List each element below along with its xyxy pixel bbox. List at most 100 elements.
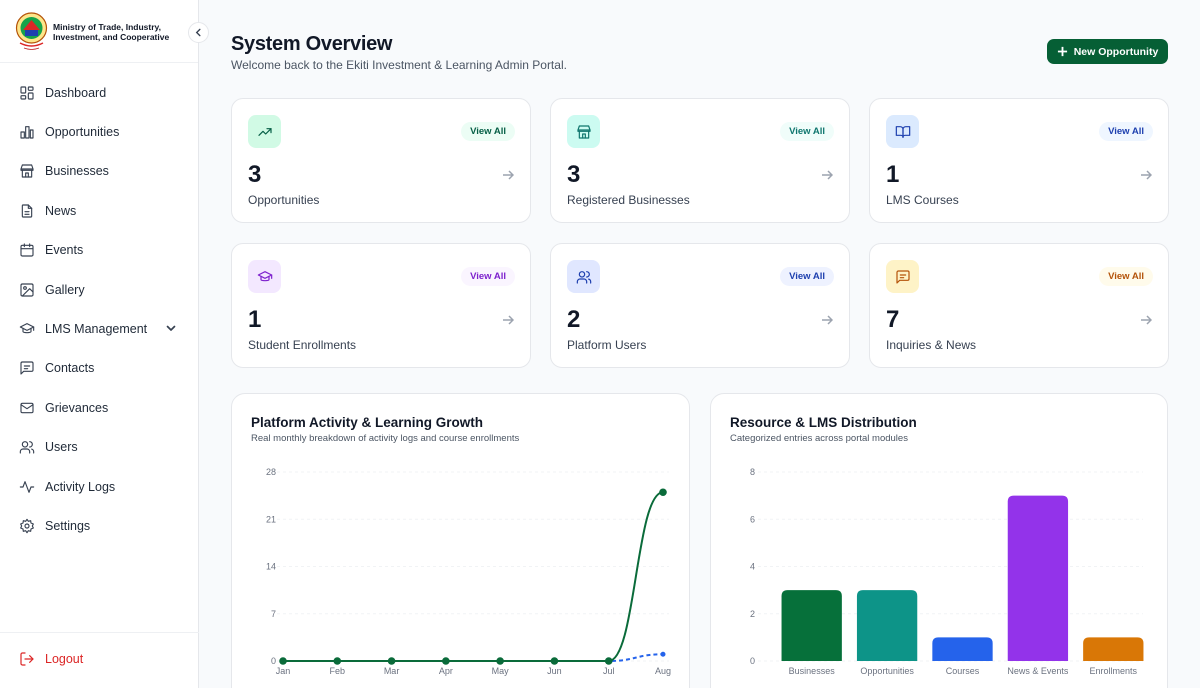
data-point xyxy=(442,657,450,665)
arrow-right-icon xyxy=(1141,170,1152,180)
sidebar-item-events[interactable]: Events xyxy=(0,231,199,270)
chart-title: Platform Activity & Learning Growth xyxy=(251,415,484,430)
stat-value: 2 xyxy=(567,306,581,333)
data-point xyxy=(550,657,559,665)
arrow-right-icon xyxy=(822,170,833,180)
stat-value: 7 xyxy=(886,306,900,333)
y-tick-label: 8 xyxy=(750,467,755,477)
chart-subtitle: Real monthly breakdown of activity logs … xyxy=(251,433,520,444)
sidebar-nav: Dashboard Opportunities Businesses News … xyxy=(0,73,199,546)
trend-up-icon xyxy=(257,127,272,136)
sidebar-item-news[interactable]: News xyxy=(0,191,199,230)
bar-chart-icon xyxy=(20,126,34,139)
stat-value: 3 xyxy=(567,161,581,188)
sidebar-item-opportunities[interactable]: Opportunities xyxy=(0,112,199,151)
graduation-cap-icon xyxy=(19,323,35,334)
sidebar-item-label: Activity Logs xyxy=(45,479,116,494)
logout-label: Logout xyxy=(45,652,84,666)
new-opportunity-button[interactable]: New Opportunity xyxy=(1047,39,1168,64)
logout-icon xyxy=(20,652,34,666)
sidebar-item-contacts[interactable]: Contacts xyxy=(0,349,199,388)
graduation-cap-icon xyxy=(257,270,272,281)
x-tick-label: Courses xyxy=(946,666,980,676)
sidebar-item-label: Users xyxy=(45,440,78,455)
y-tick-label: 6 xyxy=(750,514,755,524)
page-title: System Overview xyxy=(231,33,393,55)
sidebar-item-settings[interactable]: Settings xyxy=(0,506,199,545)
plus-icon xyxy=(1057,46,1067,57)
data-point xyxy=(279,657,287,665)
arrow-right-icon xyxy=(822,315,833,325)
stat-value: 1 xyxy=(886,161,900,188)
view-all-link[interactable]: View All xyxy=(1099,122,1153,141)
mail-icon xyxy=(20,402,34,414)
bar xyxy=(1007,495,1069,661)
chart-subtitle: Categorized entries across portal module… xyxy=(730,433,908,444)
sidebar-item-lms-management[interactable]: LMS Management xyxy=(0,309,199,348)
sidebar-item-businesses[interactable]: Businesses xyxy=(0,152,199,191)
stat-label: Registered Businesses xyxy=(567,193,690,207)
sidebar-item-label: Businesses xyxy=(45,164,109,179)
y-tick-label: 0 xyxy=(750,656,755,666)
document-icon xyxy=(21,204,33,218)
arrow-right-icon xyxy=(503,315,514,325)
store-icon xyxy=(20,164,34,179)
y-tick-label: 21 xyxy=(266,514,276,524)
users-icon xyxy=(576,270,591,284)
sidebar-item-dashboard[interactable]: Dashboard xyxy=(0,73,199,112)
stat-icon-wrap xyxy=(248,115,281,148)
sidebar-item-gallery[interactable]: Gallery xyxy=(0,270,199,309)
bar xyxy=(1083,637,1144,661)
y-tick-label: 28 xyxy=(266,467,276,477)
stat-label: LMS Courses xyxy=(886,193,959,207)
x-tick-label: Aug xyxy=(655,666,671,676)
ministry-logo-icon xyxy=(15,12,48,50)
x-tick-label: Enrollments xyxy=(1090,666,1138,676)
stat-icon-wrap xyxy=(248,260,281,293)
x-tick-label: Businesses xyxy=(789,666,836,676)
x-tick-label: Feb xyxy=(330,666,346,676)
view-all-link[interactable]: View All xyxy=(461,122,515,141)
stat-icon-wrap xyxy=(567,115,600,148)
logout-button[interactable]: Logout xyxy=(19,651,83,667)
stat-label: Inquiries & News xyxy=(886,338,977,352)
data-point xyxy=(659,488,667,497)
activity-line-chart: 0 7 14 21 28 Jan Feb Mar Apr May Jun Jul Aug xyxy=(266,467,671,676)
x-tick-label: Apr xyxy=(439,666,453,676)
sidebar-item-label: Grievances xyxy=(45,400,109,415)
users-icon xyxy=(19,441,35,454)
sidebar-item-grievances[interactable]: Grievances xyxy=(0,388,199,427)
sidebar-item-activity-logs[interactable]: Activity Logs xyxy=(0,467,199,506)
arrow-right-icon xyxy=(503,170,514,180)
book-icon xyxy=(895,125,910,138)
data-point xyxy=(604,657,613,665)
view-all-link[interactable]: View All xyxy=(1099,267,1153,286)
view-all-link[interactable]: View All xyxy=(780,267,834,286)
stat-card-opportunities[interactable]: View All 3 Opportunities xyxy=(231,98,531,223)
view-all-link[interactable]: View All xyxy=(780,122,834,141)
chevron-down-icon[interactable] xyxy=(165,322,177,334)
data-point xyxy=(496,657,504,665)
collapse-sidebar-button[interactable] xyxy=(188,22,209,43)
new-opportunity-label: New Opportunity xyxy=(1073,45,1159,58)
sidebar-item-users[interactable]: Users xyxy=(0,428,199,467)
stat-card-inquiries-news[interactable]: View All 7 Inquiries & News xyxy=(869,243,1169,368)
stat-card-student-enrollments[interactable]: View All 1 Student Enrollments xyxy=(231,243,531,368)
stat-card-lms-courses[interactable]: View All 1 LMS Courses xyxy=(869,98,1169,223)
sidebar: Ministry of Trade, Industry, Investment,… xyxy=(0,0,209,688)
view-all-link[interactable]: View All xyxy=(461,267,515,286)
sidebar-item-label: Events xyxy=(45,243,84,258)
x-tick-label: Opportunities xyxy=(860,666,914,676)
message-icon xyxy=(895,269,910,284)
x-tick-label: Jul xyxy=(603,666,615,676)
bar xyxy=(781,590,842,661)
activity-icon xyxy=(19,480,35,493)
stat-card-platform-users[interactable]: View All 2 Platform Users xyxy=(550,243,850,368)
sidebar-item-label: Gallery xyxy=(45,282,85,297)
gear-icon xyxy=(20,518,34,534)
x-tick-label: Jun xyxy=(547,666,562,676)
data-point xyxy=(333,657,342,665)
stat-card-businesses[interactable]: View All 3 Registered Businesses xyxy=(550,98,850,223)
stat-label: Student Enrollments xyxy=(248,338,357,352)
sidebar-item-label: Settings xyxy=(45,518,91,533)
